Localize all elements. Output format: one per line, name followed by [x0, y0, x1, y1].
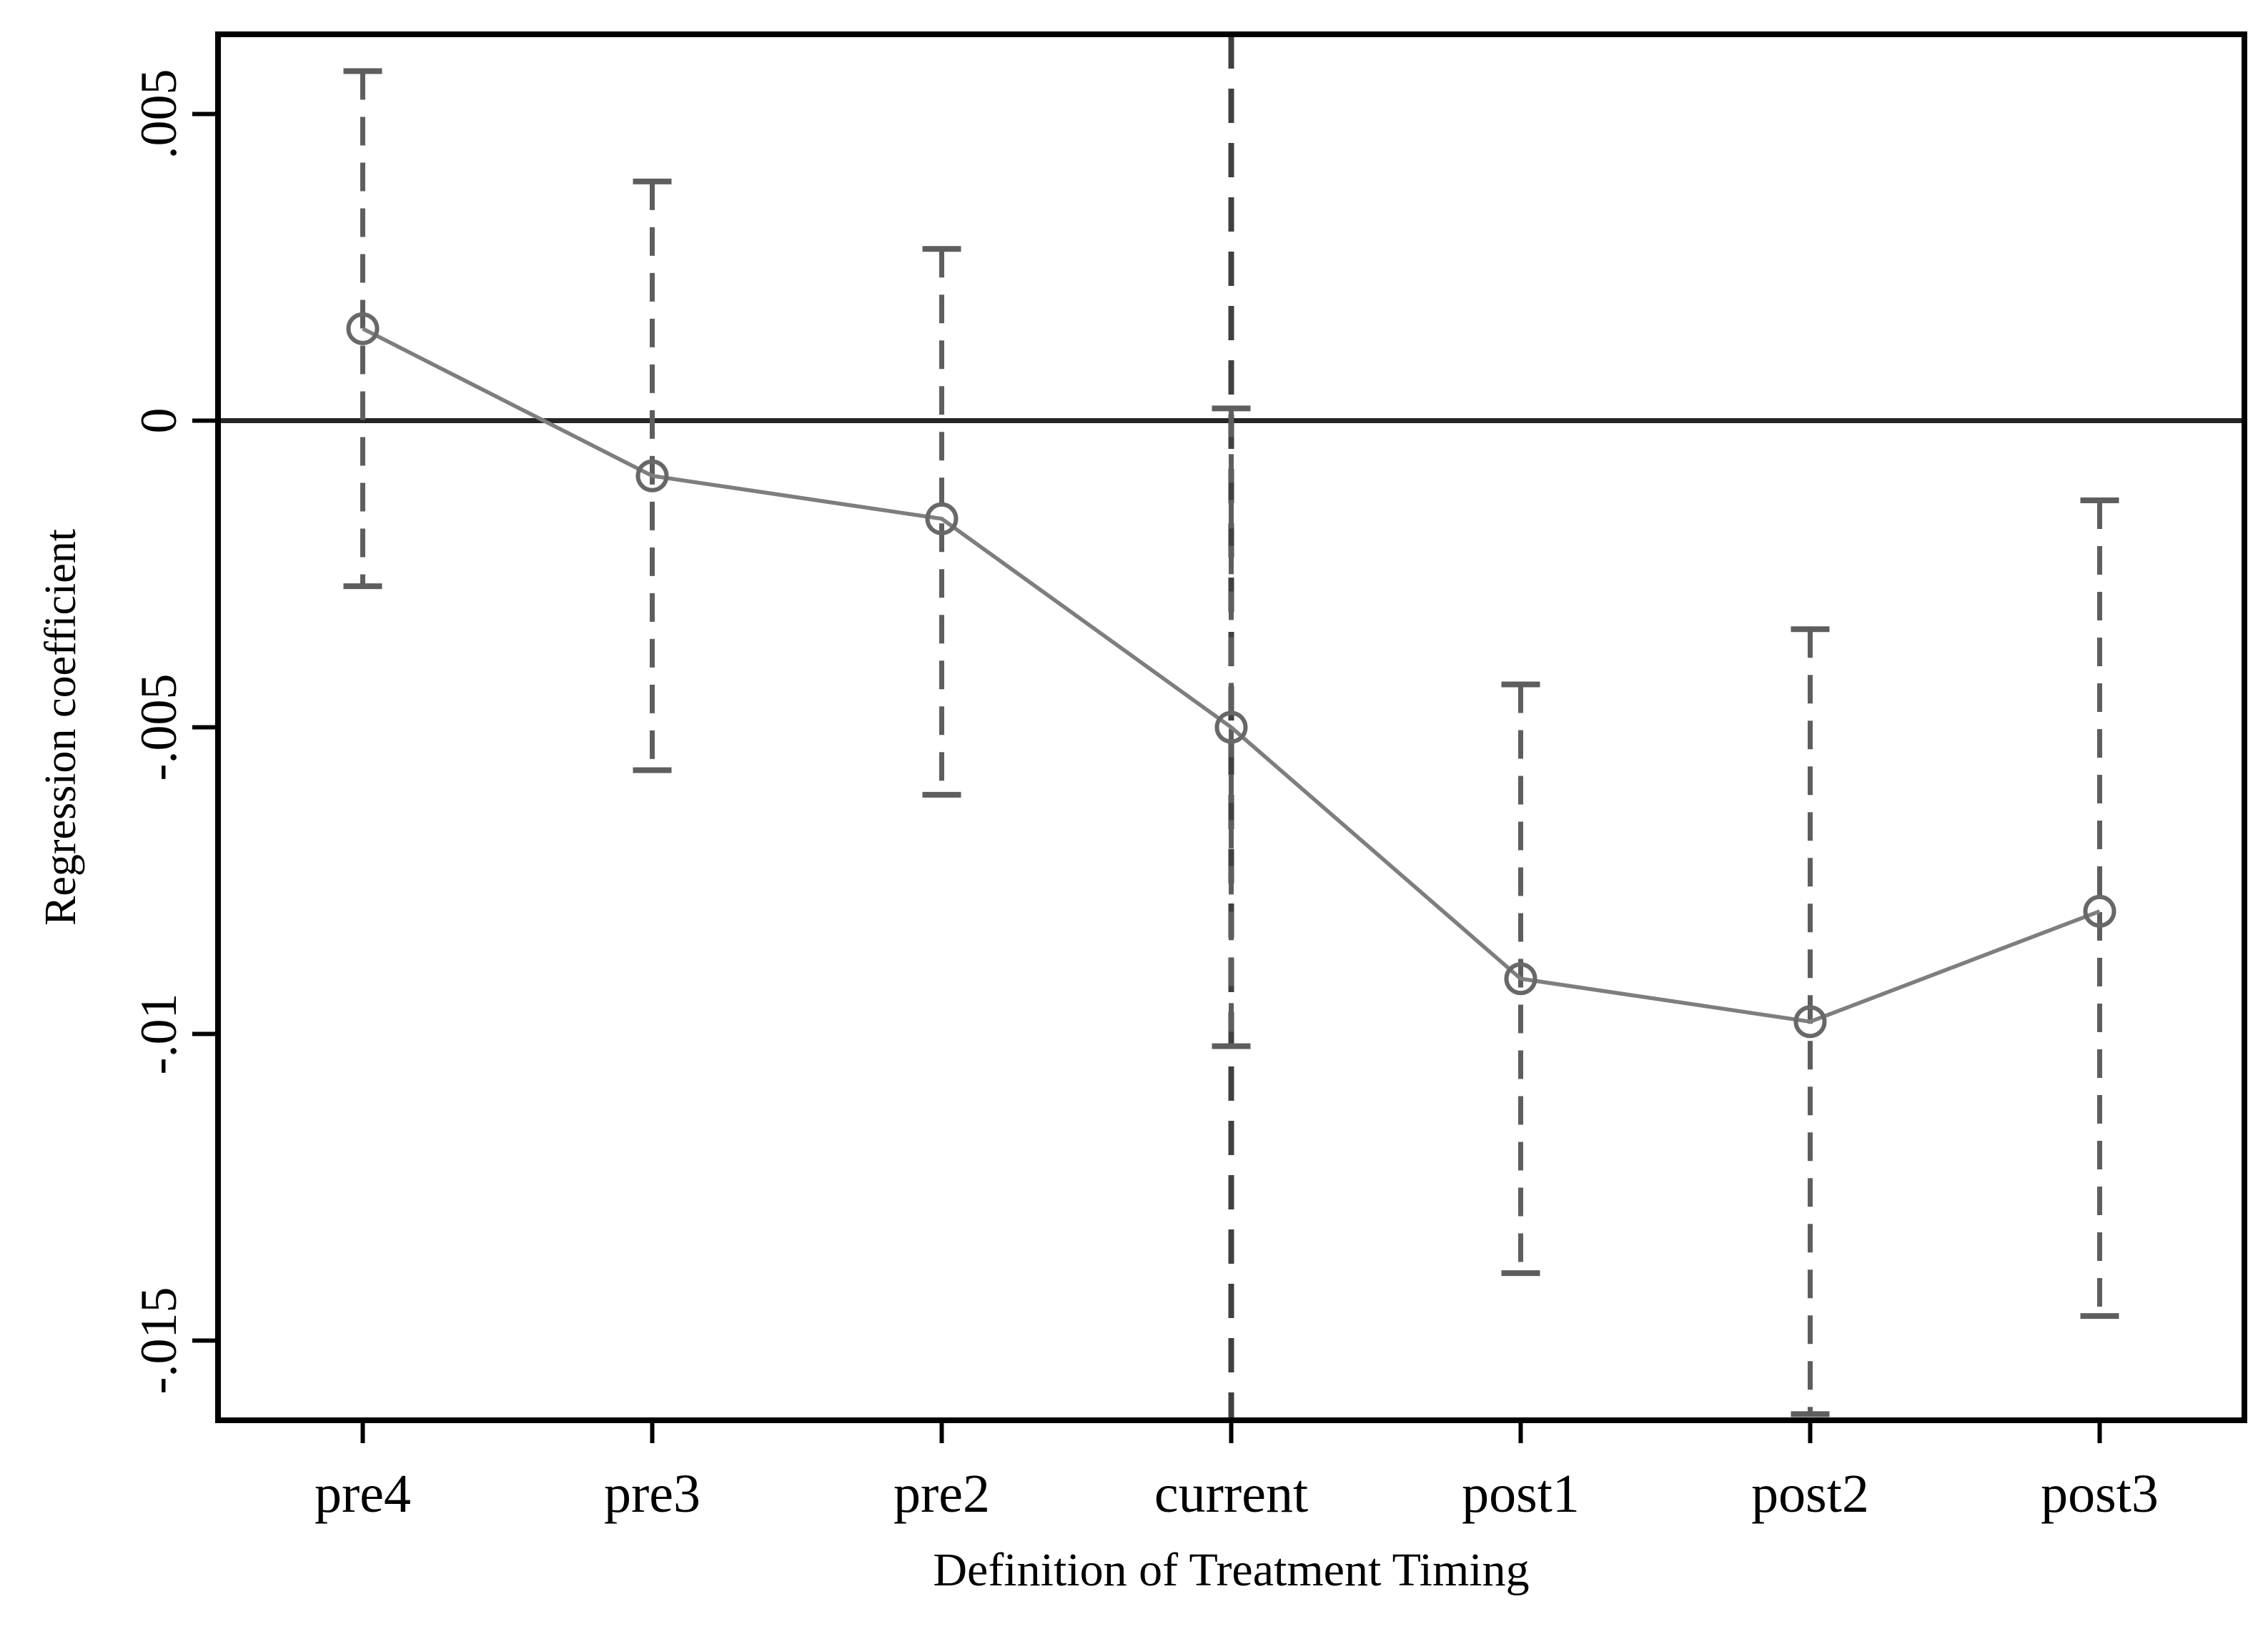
y-tick-label: -.01: [130, 993, 187, 1074]
x-tick-label: post1: [1462, 1464, 1580, 1524]
data-point-marker: [1504, 962, 1537, 996]
data-point-marker: [2083, 894, 2116, 928]
y-tick-label: 0: [130, 408, 187, 434]
data-point-marker: [635, 459, 669, 492]
y-tick-label: -.015: [130, 1287, 187, 1394]
data-point-marker: [1214, 710, 1248, 744]
x-tick-label: current: [1154, 1464, 1308, 1524]
x-tick-label: pre3: [604, 1464, 700, 1524]
series-layer: [346, 312, 2116, 1039]
x-tick-label: pre2: [893, 1464, 990, 1524]
data-point-marker: [346, 312, 380, 345]
y-tick-label: -.005: [130, 674, 187, 781]
x-tick-label: post2: [1751, 1464, 1869, 1524]
y-axis-title: Regression coefficient: [36, 529, 85, 926]
x-tick-label: post3: [2041, 1464, 2159, 1524]
series-line: [362, 327, 2101, 1024]
data-point-marker: [925, 502, 959, 535]
data-point-marker: [1793, 1005, 1827, 1039]
y-tick-label: .005: [130, 69, 187, 159]
x-tick-label: pre4: [315, 1464, 411, 1524]
axes-layer: .005 0 -.005 -.01 -.015 pre4 pre3 pre2 current po…: [130, 31, 2247, 1524]
x-axis-title: Definition of Treatment Timing: [933, 1544, 1529, 1596]
